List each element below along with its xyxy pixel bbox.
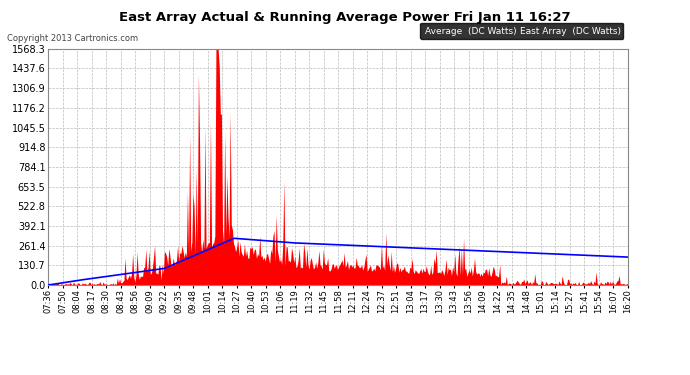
Legend: Average  (DC Watts), East Array  (DC Watts): Average (DC Watts), East Array (DC Watts… — [420, 22, 623, 39]
Text: Copyright 2013 Cartronics.com: Copyright 2013 Cartronics.com — [7, 34, 138, 43]
Text: East Array Actual & Running Average Power Fri Jan 11 16:27: East Array Actual & Running Average Powe… — [119, 11, 571, 24]
